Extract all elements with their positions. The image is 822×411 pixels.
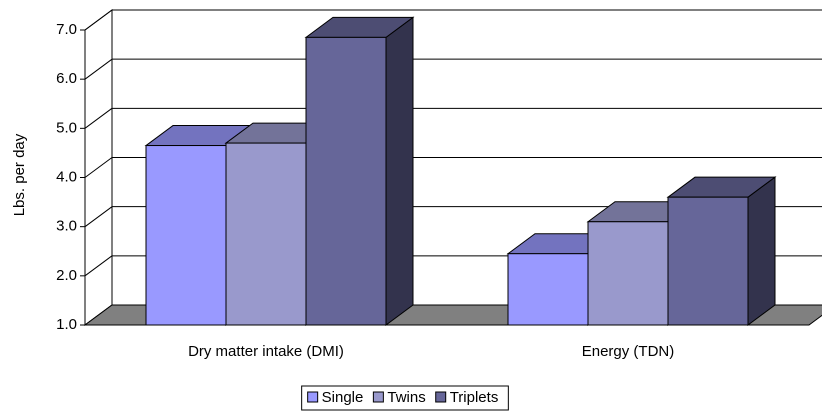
grid-line <box>84 58 113 80</box>
x-tick-label: Energy (TDN) <box>582 343 675 360</box>
bar-front <box>587 221 669 326</box>
y-axis-label: Lbs. per day <box>11 133 28 216</box>
legend-swatch <box>435 391 447 403</box>
y-tick-label: 3.0 <box>56 218 77 235</box>
y-tick-label: 5.0 <box>56 119 77 136</box>
bar-front <box>225 142 307 326</box>
grid-line <box>84 9 113 31</box>
bar-front <box>305 36 387 326</box>
legend-box <box>301 385 509 411</box>
y-tick-label: 7.0 <box>56 21 77 38</box>
legend-label: Triplets <box>450 389 499 406</box>
bar-front <box>145 145 227 326</box>
grid-line <box>84 255 113 277</box>
y-tick-label: 6.0 <box>56 70 77 87</box>
bar-side <box>385 16 414 326</box>
x-tick-label: Dry matter intake (DMI) <box>188 343 344 360</box>
bar-front <box>507 253 589 326</box>
bar-side <box>747 176 776 326</box>
bar-front <box>667 196 749 326</box>
legend-swatch <box>307 391 319 403</box>
y-tick-label: 4.0 <box>56 168 77 185</box>
legend-swatch <box>372 391 384 403</box>
grid-line <box>84 206 113 228</box>
bar <box>304 16 415 326</box>
legend: Single Twins Triplets <box>301 385 509 411</box>
bar <box>666 176 777 326</box>
legend-label: Twins <box>387 389 425 406</box>
grid-line <box>84 157 113 178</box>
y-tick-label: 1.0 <box>56 316 77 333</box>
legend-label: Single <box>322 389 364 406</box>
y-tick-label: 2.0 <box>56 267 77 284</box>
grid-line <box>84 107 113 129</box>
